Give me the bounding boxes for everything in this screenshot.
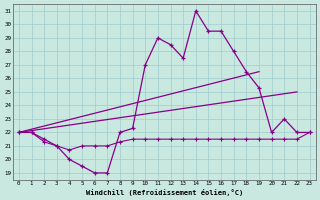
- X-axis label: Windchill (Refroidissement éolien,°C): Windchill (Refroidissement éolien,°C): [85, 189, 243, 196]
